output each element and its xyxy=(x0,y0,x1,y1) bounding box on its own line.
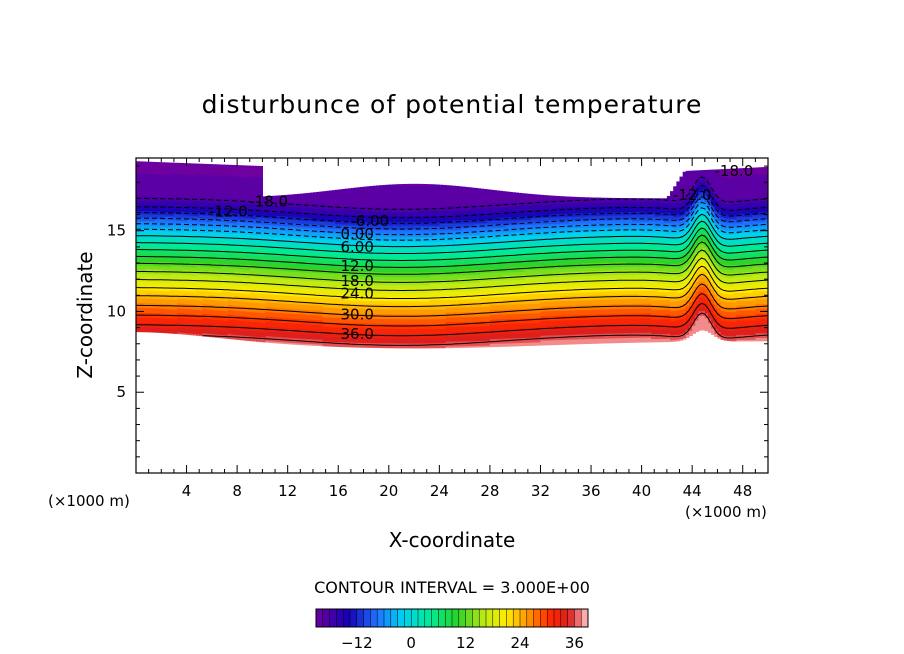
x-tick-label-44: 44 xyxy=(683,482,702,500)
colorbar-cell xyxy=(574,609,582,627)
colorbar-cell xyxy=(445,609,453,627)
x-tick-label-48: 48 xyxy=(733,482,752,500)
colorbar-cell xyxy=(370,609,378,627)
contour-label-11: -18.0 xyxy=(714,162,753,180)
x-tick-label-4: 4 xyxy=(182,482,192,500)
colorbar-cell xyxy=(492,609,500,627)
y-tick-label-15: 15 xyxy=(107,222,126,240)
colorbar-cell xyxy=(465,609,473,627)
colorbar-cell xyxy=(397,609,405,627)
colorbar-cell xyxy=(547,609,555,627)
x-tick-label-8: 8 xyxy=(232,482,242,500)
contour-label-2: 24.0 xyxy=(340,285,373,303)
contour-label-4: 12.0 xyxy=(340,257,373,275)
colorbar-tick-labels: −12 0 12 24 36 xyxy=(341,634,584,652)
colorbar-cell xyxy=(350,609,358,627)
contour-label-9: -18.0 xyxy=(249,193,288,211)
y-axis-label: Z-coordinate xyxy=(73,251,97,378)
colorbar-tick-4: 36 xyxy=(565,634,584,652)
contour-labels: 36.030.024.018.012.06.000.00-6.00-12.0-1… xyxy=(209,162,753,343)
colorbar-cell xyxy=(384,609,392,627)
contour-label-5: 6.00 xyxy=(340,238,373,256)
contour-label-8: -12.0 xyxy=(209,202,248,220)
colorbar-cell xyxy=(329,609,337,627)
contour-label-6: 0.00 xyxy=(340,225,373,243)
colorbar-cell xyxy=(540,609,548,627)
colorbar-cell xyxy=(554,609,562,627)
y-tick-label-10: 10 xyxy=(107,302,126,320)
colorbar-cell xyxy=(560,609,568,627)
x-axis-label: X-coordinate xyxy=(389,528,516,552)
colorbar-cell xyxy=(533,609,541,627)
colorbar-cell xyxy=(377,609,385,627)
colorbar-cell xyxy=(486,609,494,627)
colorbar-tick-1: 0 xyxy=(406,634,416,652)
x-tick-label-32: 32 xyxy=(531,482,550,500)
colorbar xyxy=(315,608,589,628)
contour-label-7: -6.00 xyxy=(350,212,389,230)
x-tick-label-24: 24 xyxy=(430,482,449,500)
colorbar-cell xyxy=(390,609,398,627)
x-tick-label-12: 12 xyxy=(278,482,297,500)
colorbar-cell xyxy=(499,609,507,627)
chart-title: disturbunce of potential temperature xyxy=(202,90,703,119)
contour-label-3: 18.0 xyxy=(340,272,373,290)
x-tick-label-40: 40 xyxy=(632,482,651,500)
colorbar-cell xyxy=(452,609,460,627)
colorbar-cell xyxy=(513,609,521,627)
colorbar-cell xyxy=(438,609,446,627)
colorbar-cell xyxy=(431,609,439,627)
x-axis-ticks: 4 8 12 16 20 24 28 32 36 40 44 48 xyxy=(148,158,756,500)
colorbar-cell xyxy=(526,609,534,627)
contour-label-1: 30.0 xyxy=(340,306,373,324)
x-tick-label-16: 16 xyxy=(329,482,348,500)
colorbar-cell xyxy=(472,609,480,627)
contour-lines xyxy=(136,176,768,346)
y-tick-label-5: 5 xyxy=(116,383,126,401)
colorbar-cell xyxy=(363,609,371,627)
colorbar-cell xyxy=(322,609,330,627)
colorbar-cell xyxy=(479,609,487,627)
y-axis-ticks: 5 10 15 xyxy=(107,165,768,458)
contour-interval-note: CONTOUR INTERVAL = 3.000E+00 xyxy=(314,578,590,597)
colorbar-cell xyxy=(418,609,426,627)
colorbar-cell xyxy=(458,609,466,627)
contour-label-10: -12.0 xyxy=(673,186,712,204)
x-tick-label-20: 20 xyxy=(379,482,398,500)
x-tick-label-28: 28 xyxy=(480,482,499,500)
colorbar-cell xyxy=(404,609,412,627)
colorbar-cell xyxy=(336,609,344,627)
x-tick-label-36: 36 xyxy=(581,482,600,500)
colorbar-cell xyxy=(581,609,589,627)
colorbar-cell xyxy=(506,609,514,627)
x-unit-right: (×1000 m) xyxy=(685,503,767,521)
contour-label-0: 36.0 xyxy=(340,325,373,343)
colorbar-tick-0: −12 xyxy=(341,634,373,652)
colorbar-cell xyxy=(356,609,364,627)
colorbar-cell xyxy=(316,609,324,627)
colorbar-cell xyxy=(567,609,575,627)
colorbar-tick-2: 12 xyxy=(456,634,475,652)
x-unit-left: (×1000 m) xyxy=(48,492,130,510)
colorbar-cell xyxy=(520,609,528,627)
colorbar-cell xyxy=(343,609,351,627)
colorbar-cell xyxy=(411,609,419,627)
colorbar-cell xyxy=(424,609,432,627)
colorbar-tick-3: 24 xyxy=(510,634,529,652)
